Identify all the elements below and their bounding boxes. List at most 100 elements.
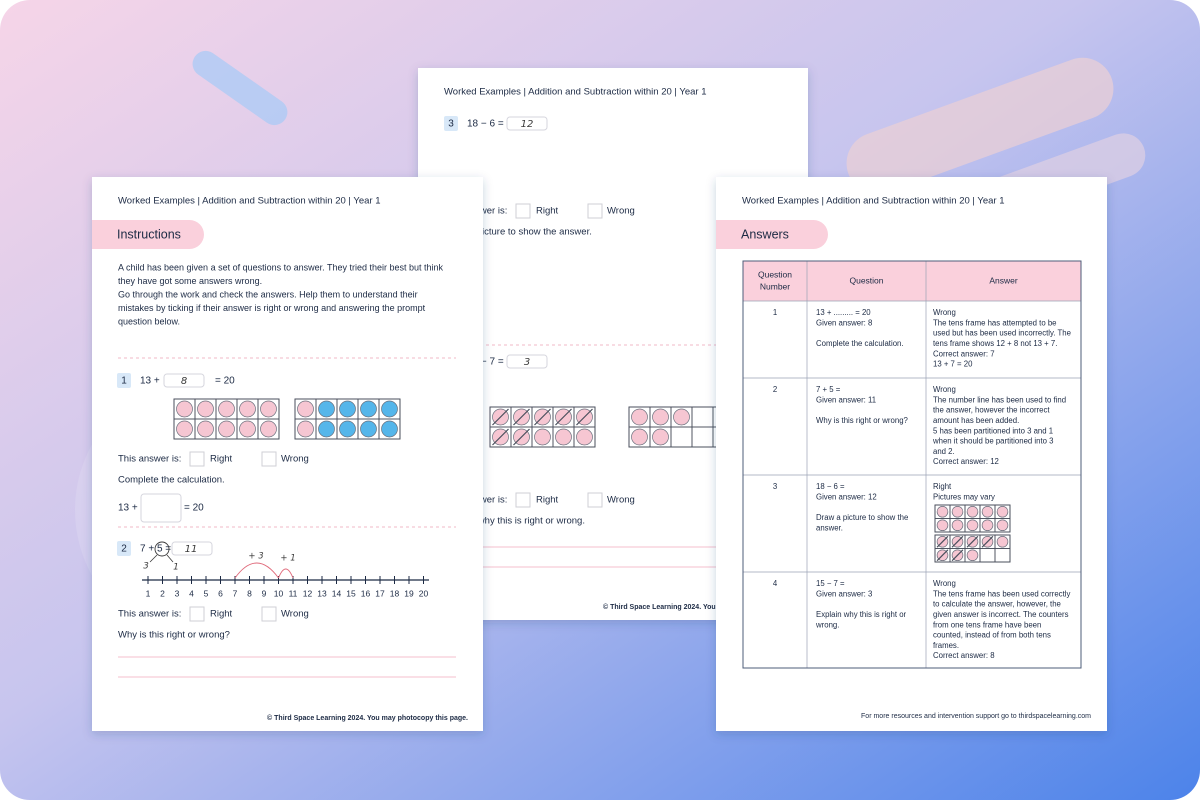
cross-out bbox=[936, 535, 949, 548]
answer-cell: to calculate the answer, however, the bbox=[933, 600, 1061, 609]
number-line-label: 13 bbox=[317, 588, 327, 598]
answer-cell: amount has been added. bbox=[933, 416, 1019, 425]
question-badge bbox=[444, 116, 458, 131]
prompt-cell: wrong. bbox=[815, 620, 839, 629]
number-line-label: 3 bbox=[175, 588, 180, 598]
answer-cell: frames. bbox=[933, 641, 959, 650]
counter bbox=[297, 400, 314, 418]
counter bbox=[318, 400, 335, 418]
section-title: Instructions bbox=[117, 227, 181, 241]
decor-pill bbox=[846, 57, 1114, 195]
counter bbox=[218, 400, 235, 418]
page-header: Worked Examples | Addition and Subtracti… bbox=[444, 87, 706, 98]
answer-cell: when it should be partitioned into 3 bbox=[932, 437, 1054, 446]
question-expression: 15 − 7 = bbox=[467, 357, 504, 368]
counter bbox=[936, 519, 949, 531]
answer-cell: 13 + 7 = 20 bbox=[933, 360, 973, 369]
number-line-label: 2 bbox=[160, 588, 165, 598]
answer-cell: counted, instead of from both tens bbox=[933, 631, 1051, 640]
page-footer: © Third Space Learning 2024. You may pho… bbox=[603, 603, 804, 611]
instruction-line: question below. bbox=[118, 316, 180, 326]
wrong-option: Wrong bbox=[607, 206, 635, 217]
question-badge bbox=[117, 373, 131, 388]
page-footer: For more resources and intervention supp… bbox=[861, 713, 1091, 720]
answer-cell: the answer, however the incorrect bbox=[933, 406, 1050, 415]
question-prompt: Complete the calculation. bbox=[118, 475, 225, 486]
counter bbox=[339, 420, 356, 438]
question-cell: 7 + 5 = bbox=[816, 385, 841, 394]
prompt-cell: Explain why this is right or bbox=[816, 610, 907, 619]
ten-frame-cell bbox=[257, 418, 280, 440]
number-line-label: 11 bbox=[289, 588, 298, 598]
wrong-option: Wrong bbox=[607, 495, 635, 506]
counter bbox=[996, 506, 1009, 518]
question-cell: Given answer: 12 bbox=[816, 492, 877, 501]
number-line-label: 4 bbox=[189, 588, 194, 598]
handwritten-stroke bbox=[149, 554, 158, 563]
wrong-option: Wrong bbox=[281, 609, 309, 620]
right-option: Right bbox=[210, 454, 233, 465]
answer-cell: and 2. bbox=[933, 447, 955, 456]
calc-text: = 20 bbox=[184, 503, 204, 514]
jump-arc bbox=[278, 568, 294, 579]
number-line-label: 1 bbox=[146, 588, 151, 598]
checkbox bbox=[189, 606, 205, 622]
checkbox bbox=[587, 492, 603, 508]
answer-cell: Pictures may vary bbox=[933, 492, 995, 501]
section-title: Answers bbox=[741, 227, 789, 241]
checkbox bbox=[515, 492, 531, 508]
question-cell: 18 − 6 = bbox=[816, 482, 845, 491]
answer-cell: given answer is incorrect. The counters bbox=[933, 610, 1069, 619]
counter bbox=[360, 400, 377, 418]
instruction-line: they have got some answers wrong. bbox=[118, 276, 262, 286]
right-option: Right bbox=[210, 609, 233, 620]
counter bbox=[260, 400, 277, 418]
right-option: Right bbox=[536, 206, 559, 217]
handwritten-answer: 1 bbox=[173, 563, 179, 573]
ten-frame-cell bbox=[994, 548, 1011, 563]
answer-is-label: This answer is: bbox=[118, 609, 181, 620]
counter bbox=[996, 535, 1009, 548]
question-cell: Given answer: 8 bbox=[816, 318, 872, 327]
question-expression: 7 + 5 = bbox=[140, 544, 171, 555]
prompt-cell: Complete the calculation. bbox=[816, 339, 904, 348]
answer-box bbox=[171, 541, 213, 556]
answer-cell: used but has been used incorrectly. The bbox=[933, 329, 1071, 338]
answer-cell: The tens frame has attempted to be bbox=[933, 318, 1057, 327]
checkbox bbox=[587, 203, 603, 219]
counter bbox=[239, 420, 256, 438]
number-line-label: 16 bbox=[361, 588, 371, 598]
instruction-line: mistakes by ticking if their answer is r… bbox=[118, 303, 426, 313]
counter bbox=[218, 420, 235, 438]
section-tab bbox=[92, 220, 112, 249]
counter bbox=[936, 506, 949, 518]
handwritten-stroke bbox=[166, 554, 174, 563]
checkbox bbox=[189, 451, 205, 467]
number-line-label: 10 bbox=[274, 588, 284, 598]
counter bbox=[239, 400, 256, 418]
question-cell: 13 + ......... = 20 bbox=[816, 308, 871, 317]
question-prompt: Explain why this is right or wrong. bbox=[444, 516, 585, 527]
counter bbox=[966, 549, 979, 561]
ten-frame-cell bbox=[378, 418, 401, 440]
number-line-label: 17 bbox=[375, 588, 385, 598]
counter bbox=[260, 420, 277, 438]
handwritten-answer: 12 bbox=[521, 119, 534, 130]
checkbox bbox=[515, 203, 531, 219]
counter bbox=[318, 420, 335, 438]
cross-out bbox=[513, 408, 530, 426]
cross-out bbox=[555, 408, 572, 426]
instruction-line: A child has been given a set of question… bbox=[118, 262, 444, 272]
counter bbox=[176, 420, 193, 438]
question-prompt: Draw a picture to show the answer. bbox=[444, 227, 592, 238]
counter bbox=[996, 519, 1009, 531]
decor-pill bbox=[192, 50, 288, 126]
question-number: 2 bbox=[121, 544, 127, 555]
handwritten-answer: 3 bbox=[524, 357, 530, 368]
prompt-cell: Draw a picture to show the bbox=[816, 513, 908, 522]
number-line-label: 8 bbox=[247, 588, 252, 598]
table-header-row bbox=[743, 261, 1081, 301]
jump-arc bbox=[234, 562, 279, 579]
counter bbox=[381, 400, 398, 418]
